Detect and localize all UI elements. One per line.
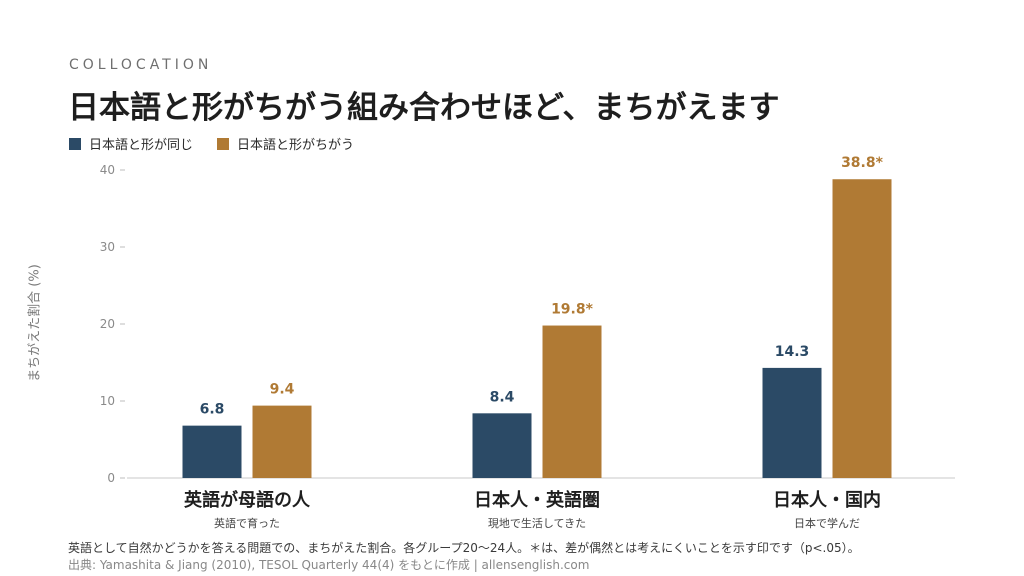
y-tick-label: 0 [107, 471, 115, 485]
x-category-label: 日本人・国内 [773, 489, 881, 511]
legend-swatch-different [217, 137, 230, 150]
y-tick-label: 40 [100, 163, 115, 177]
data-label: 14.3 [775, 344, 810, 360]
bar [542, 325, 602, 478]
bar [832, 179, 892, 479]
data-label: 8.4 [490, 389, 515, 405]
data-label: 6.8 [200, 402, 225, 418]
legend: 日本語と形が同じ 日本語と形がちがう [69, 134, 354, 153]
legend-label-different: 日本語と形がちがう [237, 138, 355, 153]
bar [252, 405, 312, 478]
data-label: 9.4 [270, 382, 295, 398]
footnote: 英語として自然かどうかを答える問題での、まちがえた割合。各グループ20〜24人。… [68, 541, 860, 555]
data-label: 38.8* [841, 155, 884, 171]
y-tick-label: 10 [100, 394, 115, 408]
legend-swatch-same [69, 137, 81, 150]
legend-item-different: 日本語と形がちがう [217, 134, 354, 153]
y-tick-label: 20 [100, 317, 115, 331]
x-category-sublabel: 英語で育った [214, 516, 280, 530]
bar [472, 413, 532, 478]
legend-label-same: 日本語と形が同じ [89, 138, 194, 153]
source-citation: 出典: Yamashita & Jiang (2010), TESOL Quar… [68, 558, 590, 572]
bar [182, 425, 242, 478]
bar [762, 367, 822, 478]
x-category-label: 日本人・英語圏 [474, 489, 600, 511]
x-category-label: 英語が母語の人 [183, 489, 311, 511]
eyebrow-label: COLLOCATION [69, 57, 213, 73]
data-label: 19.8* [551, 302, 594, 318]
x-category-sublabel: 日本で学んだ [794, 516, 860, 530]
y-tick-label: 30 [100, 240, 115, 254]
chart-title: 日本語と形がちがう組み合わせほど、まちがえます [68, 90, 780, 126]
x-category-sublabel: 現地で生活してきた [488, 516, 586, 530]
legend-item-same: 日本語と形が同じ [69, 134, 193, 153]
